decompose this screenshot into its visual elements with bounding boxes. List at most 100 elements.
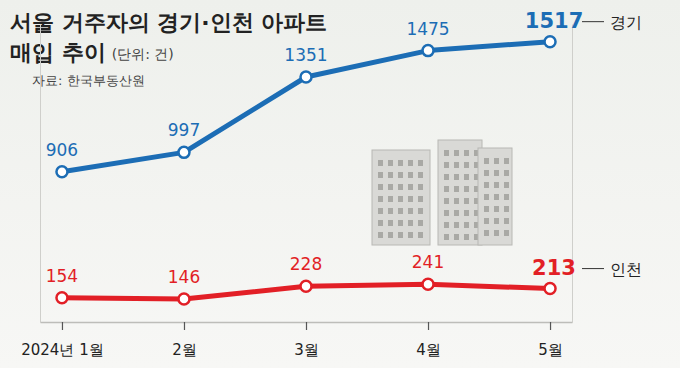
title: 서울 거주자의 경기·인천 아파트 bbox=[10, 10, 327, 35]
x-tick-mark bbox=[306, 322, 307, 330]
series-marker bbox=[178, 294, 189, 305]
building-window bbox=[444, 162, 449, 168]
building-window bbox=[378, 196, 383, 202]
building-window bbox=[378, 160, 383, 166]
data-label: 1475 bbox=[406, 19, 449, 39]
x-tick-label: 5월 bbox=[538, 341, 563, 359]
building-window bbox=[398, 160, 403, 166]
series-marker bbox=[56, 166, 67, 177]
building-window bbox=[444, 186, 449, 192]
building-window bbox=[454, 222, 459, 228]
x-tick: 2024년 1월 bbox=[21, 322, 104, 359]
building-window bbox=[378, 232, 383, 238]
chart: 서울 거주자의 경기·인천 아파트매입 추이(단위: 건)자료: 한국부동산원2… bbox=[0, 0, 680, 368]
building-window bbox=[408, 184, 413, 190]
building-window bbox=[418, 232, 423, 238]
data-label: 146 bbox=[168, 267, 200, 287]
data-label: 906 bbox=[46, 140, 78, 160]
building-window bbox=[504, 218, 509, 224]
legend-line bbox=[582, 21, 604, 22]
building-window bbox=[494, 218, 499, 224]
building-window bbox=[464, 222, 469, 228]
building-window bbox=[454, 186, 459, 192]
building-window bbox=[388, 196, 393, 202]
building-window bbox=[398, 196, 403, 202]
y-axis-line bbox=[40, 25, 41, 323]
background bbox=[0, 0, 680, 368]
building-window bbox=[388, 220, 393, 226]
building-window bbox=[418, 184, 423, 190]
x-tick-mark bbox=[62, 322, 63, 330]
plot-area bbox=[56, 36, 555, 304]
building-window bbox=[418, 220, 423, 226]
data-label: 997 bbox=[168, 120, 200, 140]
source: 자료: 한국부동산원 bbox=[32, 73, 145, 88]
building-window bbox=[484, 206, 489, 212]
data-label: 228 bbox=[290, 254, 322, 274]
data-label: 241 bbox=[412, 252, 444, 272]
building-window bbox=[454, 234, 459, 240]
building-window bbox=[444, 210, 449, 216]
building-window bbox=[444, 150, 449, 156]
y-axis bbox=[40, 25, 41, 323]
building-window bbox=[444, 222, 449, 228]
series-marker bbox=[56, 292, 67, 303]
building-window bbox=[418, 160, 423, 166]
building-window bbox=[504, 158, 509, 164]
x-axis: 2024년 1월2월3월4월5월 bbox=[21, 322, 572, 359]
building-window bbox=[454, 198, 459, 204]
building-window bbox=[378, 172, 383, 178]
series-marker bbox=[301, 281, 312, 292]
building-icon bbox=[372, 140, 512, 245]
building-window bbox=[504, 182, 509, 188]
x-tick-label: 3월 bbox=[294, 341, 319, 359]
building-window bbox=[504, 170, 509, 176]
building-window bbox=[494, 182, 499, 188]
building-window bbox=[378, 220, 383, 226]
building-window bbox=[494, 170, 499, 176]
series-marker bbox=[178, 147, 189, 158]
building-window bbox=[398, 172, 403, 178]
x-tick-mark bbox=[184, 322, 185, 330]
building-window bbox=[454, 162, 459, 168]
building-window bbox=[454, 210, 459, 216]
building-window bbox=[388, 232, 393, 238]
building-window bbox=[454, 150, 459, 156]
data-label: 213 bbox=[532, 256, 576, 280]
series-marker bbox=[423, 45, 434, 56]
building bbox=[372, 150, 430, 245]
building-window bbox=[388, 172, 393, 178]
building-window bbox=[444, 174, 449, 180]
building-window bbox=[464, 186, 469, 192]
building bbox=[478, 148, 512, 245]
building-window bbox=[504, 230, 509, 236]
building-window bbox=[484, 182, 489, 188]
building-window bbox=[464, 150, 469, 156]
building-window bbox=[484, 230, 489, 236]
building-window bbox=[388, 208, 393, 214]
building-window bbox=[418, 172, 423, 178]
building bbox=[438, 140, 482, 245]
legend-label: 인천 bbox=[610, 260, 642, 279]
data-label: 1351 bbox=[284, 45, 327, 65]
building-window bbox=[408, 196, 413, 202]
subtitle: (단위: 건) bbox=[112, 46, 174, 62]
building-window bbox=[388, 160, 393, 166]
building-window bbox=[378, 184, 383, 190]
building-window bbox=[494, 230, 499, 236]
building-window bbox=[504, 194, 509, 200]
data-label: 1517 bbox=[525, 9, 583, 33]
building-window bbox=[464, 174, 469, 180]
building-window bbox=[494, 158, 499, 164]
building-window bbox=[408, 232, 413, 238]
legend-label: 경기 bbox=[610, 13, 642, 32]
series-marker bbox=[423, 279, 434, 290]
labels: 906 997 1351 1475 1517 경기 154 146 228 241 213 인천 bbox=[46, 9, 642, 287]
series-marker bbox=[301, 72, 312, 83]
building-window bbox=[494, 206, 499, 212]
building-window bbox=[398, 184, 403, 190]
building-window bbox=[418, 208, 423, 214]
data-label: 154 bbox=[46, 266, 78, 286]
x-tick: 5월 bbox=[538, 322, 563, 359]
building-window bbox=[408, 220, 413, 226]
